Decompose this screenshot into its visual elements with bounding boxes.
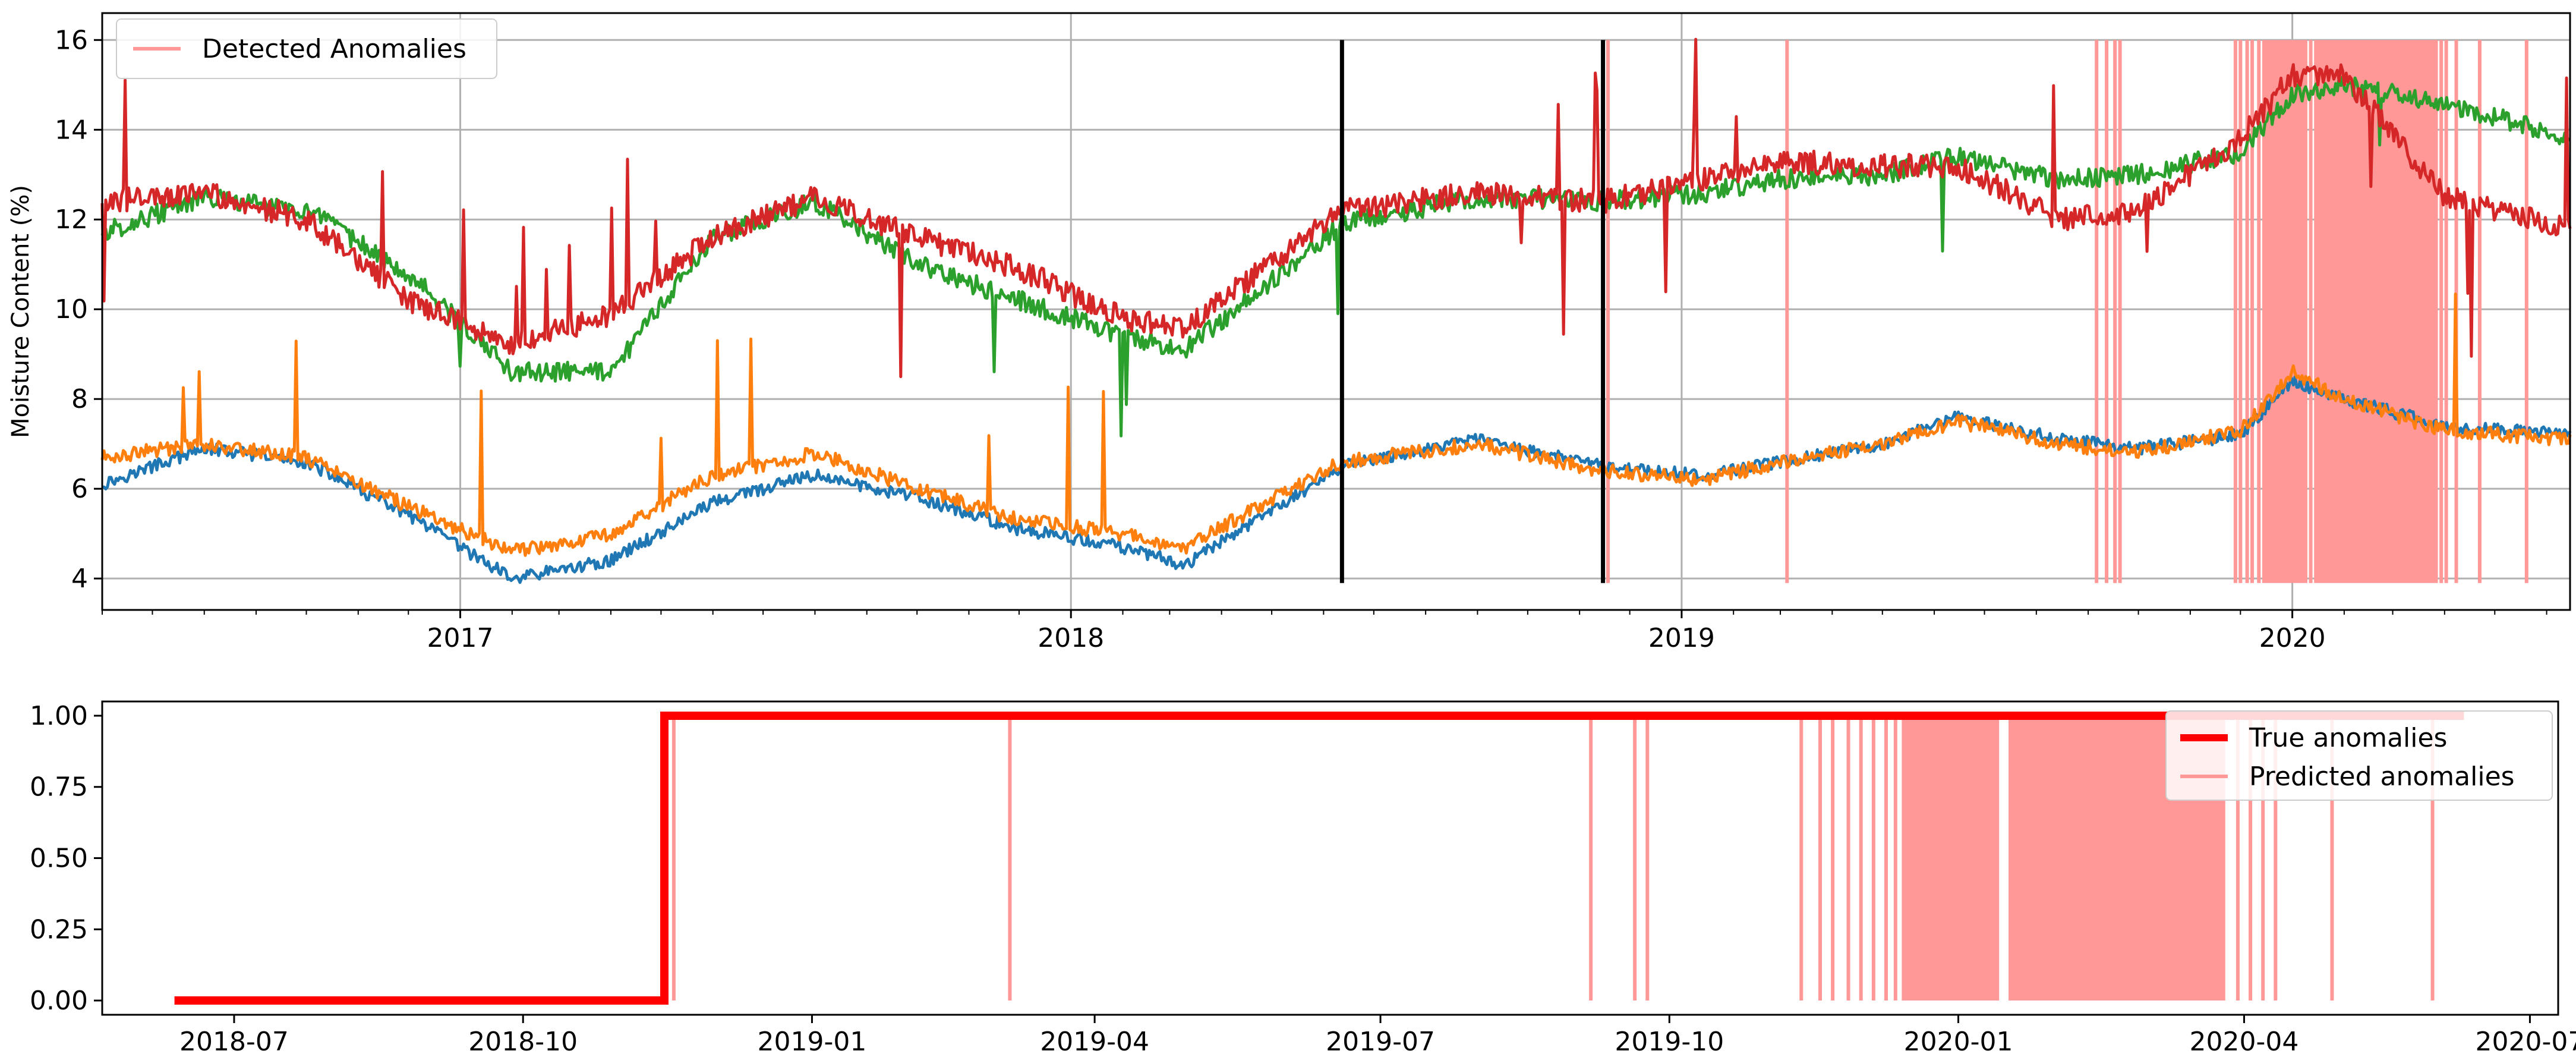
y-tick-label-0: 0.00 (30, 986, 88, 1016)
x-tick-label-7: 2020-04 (2190, 1027, 2299, 1054)
y-tick-label-1: 0.25 (30, 914, 88, 945)
x-tick-label-3: 2020 (2259, 623, 2326, 653)
legend-box (2165, 710, 2553, 801)
y-axis: 0.00 0.25 0.50 0.75 1.00 (30, 701, 102, 1016)
x-tick-label-8: 2020-07 (2476, 1027, 2576, 1054)
y-tick-label-2: 0.50 (30, 844, 88, 874)
legend-label-detected-anomalies: Detected Anomalies (202, 34, 466, 64)
x-tick-label-1: 2018 (1038, 623, 1104, 653)
y-tick-label-1: 6 (71, 474, 88, 504)
moisture-series-group (100, 37, 2572, 584)
plot-frame (101, 12, 2571, 611)
y-tick-label-2: 8 (71, 384, 88, 414)
detected-anomaly-bands (1606, 40, 2528, 583)
x-axis: 2018-07 2018-10 2019-01 2019-04 2019-07 2019-… (179, 1015, 2576, 1054)
y-tick-label-4: 12 (55, 204, 88, 235)
x-tick-label-2: 2019-01 (758, 1027, 867, 1054)
moisture-series-1 (102, 375, 2572, 584)
anomaly-band-1 (2314, 40, 2438, 583)
y-axis: 4 6 8 10 12 14 16 (55, 25, 102, 594)
x-tick-label-0: 2018-07 (179, 1027, 289, 1054)
y-tick-label-3: 10 (55, 294, 88, 325)
y-tick-label-5: 14 (55, 115, 88, 145)
x-tick-label-0: 2017 (427, 623, 494, 653)
anomaly-band-0 (2262, 40, 2307, 583)
x-tick-label-1: 2018-10 (468, 1027, 578, 1054)
predicted-band-0 (1902, 715, 2000, 1001)
moisture-series-2 (100, 292, 2572, 557)
legend: True anomalies Predicted anomalies (2165, 710, 2553, 801)
moisture-series-3 (100, 75, 2571, 438)
moisture-chart: 2017 2018 2019 2020 4 6 8 10 12 14 16 Moisture Co… (7, 12, 2572, 653)
x-tick-label-2: 2019 (1648, 623, 1715, 653)
y-tick-label-4: 1.00 (30, 701, 88, 731)
anomaly-comparison-chart: 2018-07 2018-10 2019-01 2019-04 2019-07 2019-… (30, 700, 2576, 1054)
legend-label-true-anomalies: True anomalies (2249, 723, 2447, 753)
y-tick-label-3: 0.75 (30, 772, 88, 803)
legend-box (116, 18, 497, 79)
split-lines (1339, 40, 1606, 583)
x-tick-label-6: 2020-01 (1904, 1027, 2013, 1054)
y-axis-label: Moisture Content (%) (7, 185, 34, 438)
x-tick-label-4: 2019-07 (1326, 1027, 1435, 1054)
x-tick-label-3: 2019-04 (1040, 1027, 1149, 1054)
legend: Detected Anomalies (116, 18, 497, 79)
y-tick-label-6: 16 (55, 25, 88, 55)
true-anomalies-line (174, 712, 2464, 1005)
x-tick-label-5: 2019-10 (1615, 1027, 1724, 1054)
grid-lines (102, 13, 2570, 610)
legend-label-predicted-anomalies: Predicted anomalies (2249, 762, 2515, 792)
y-tick-label-0: 4 (71, 564, 88, 594)
x-axis: 2017 2018 2019 2020 (102, 610, 2547, 653)
moisture-series-4 (100, 37, 2572, 379)
